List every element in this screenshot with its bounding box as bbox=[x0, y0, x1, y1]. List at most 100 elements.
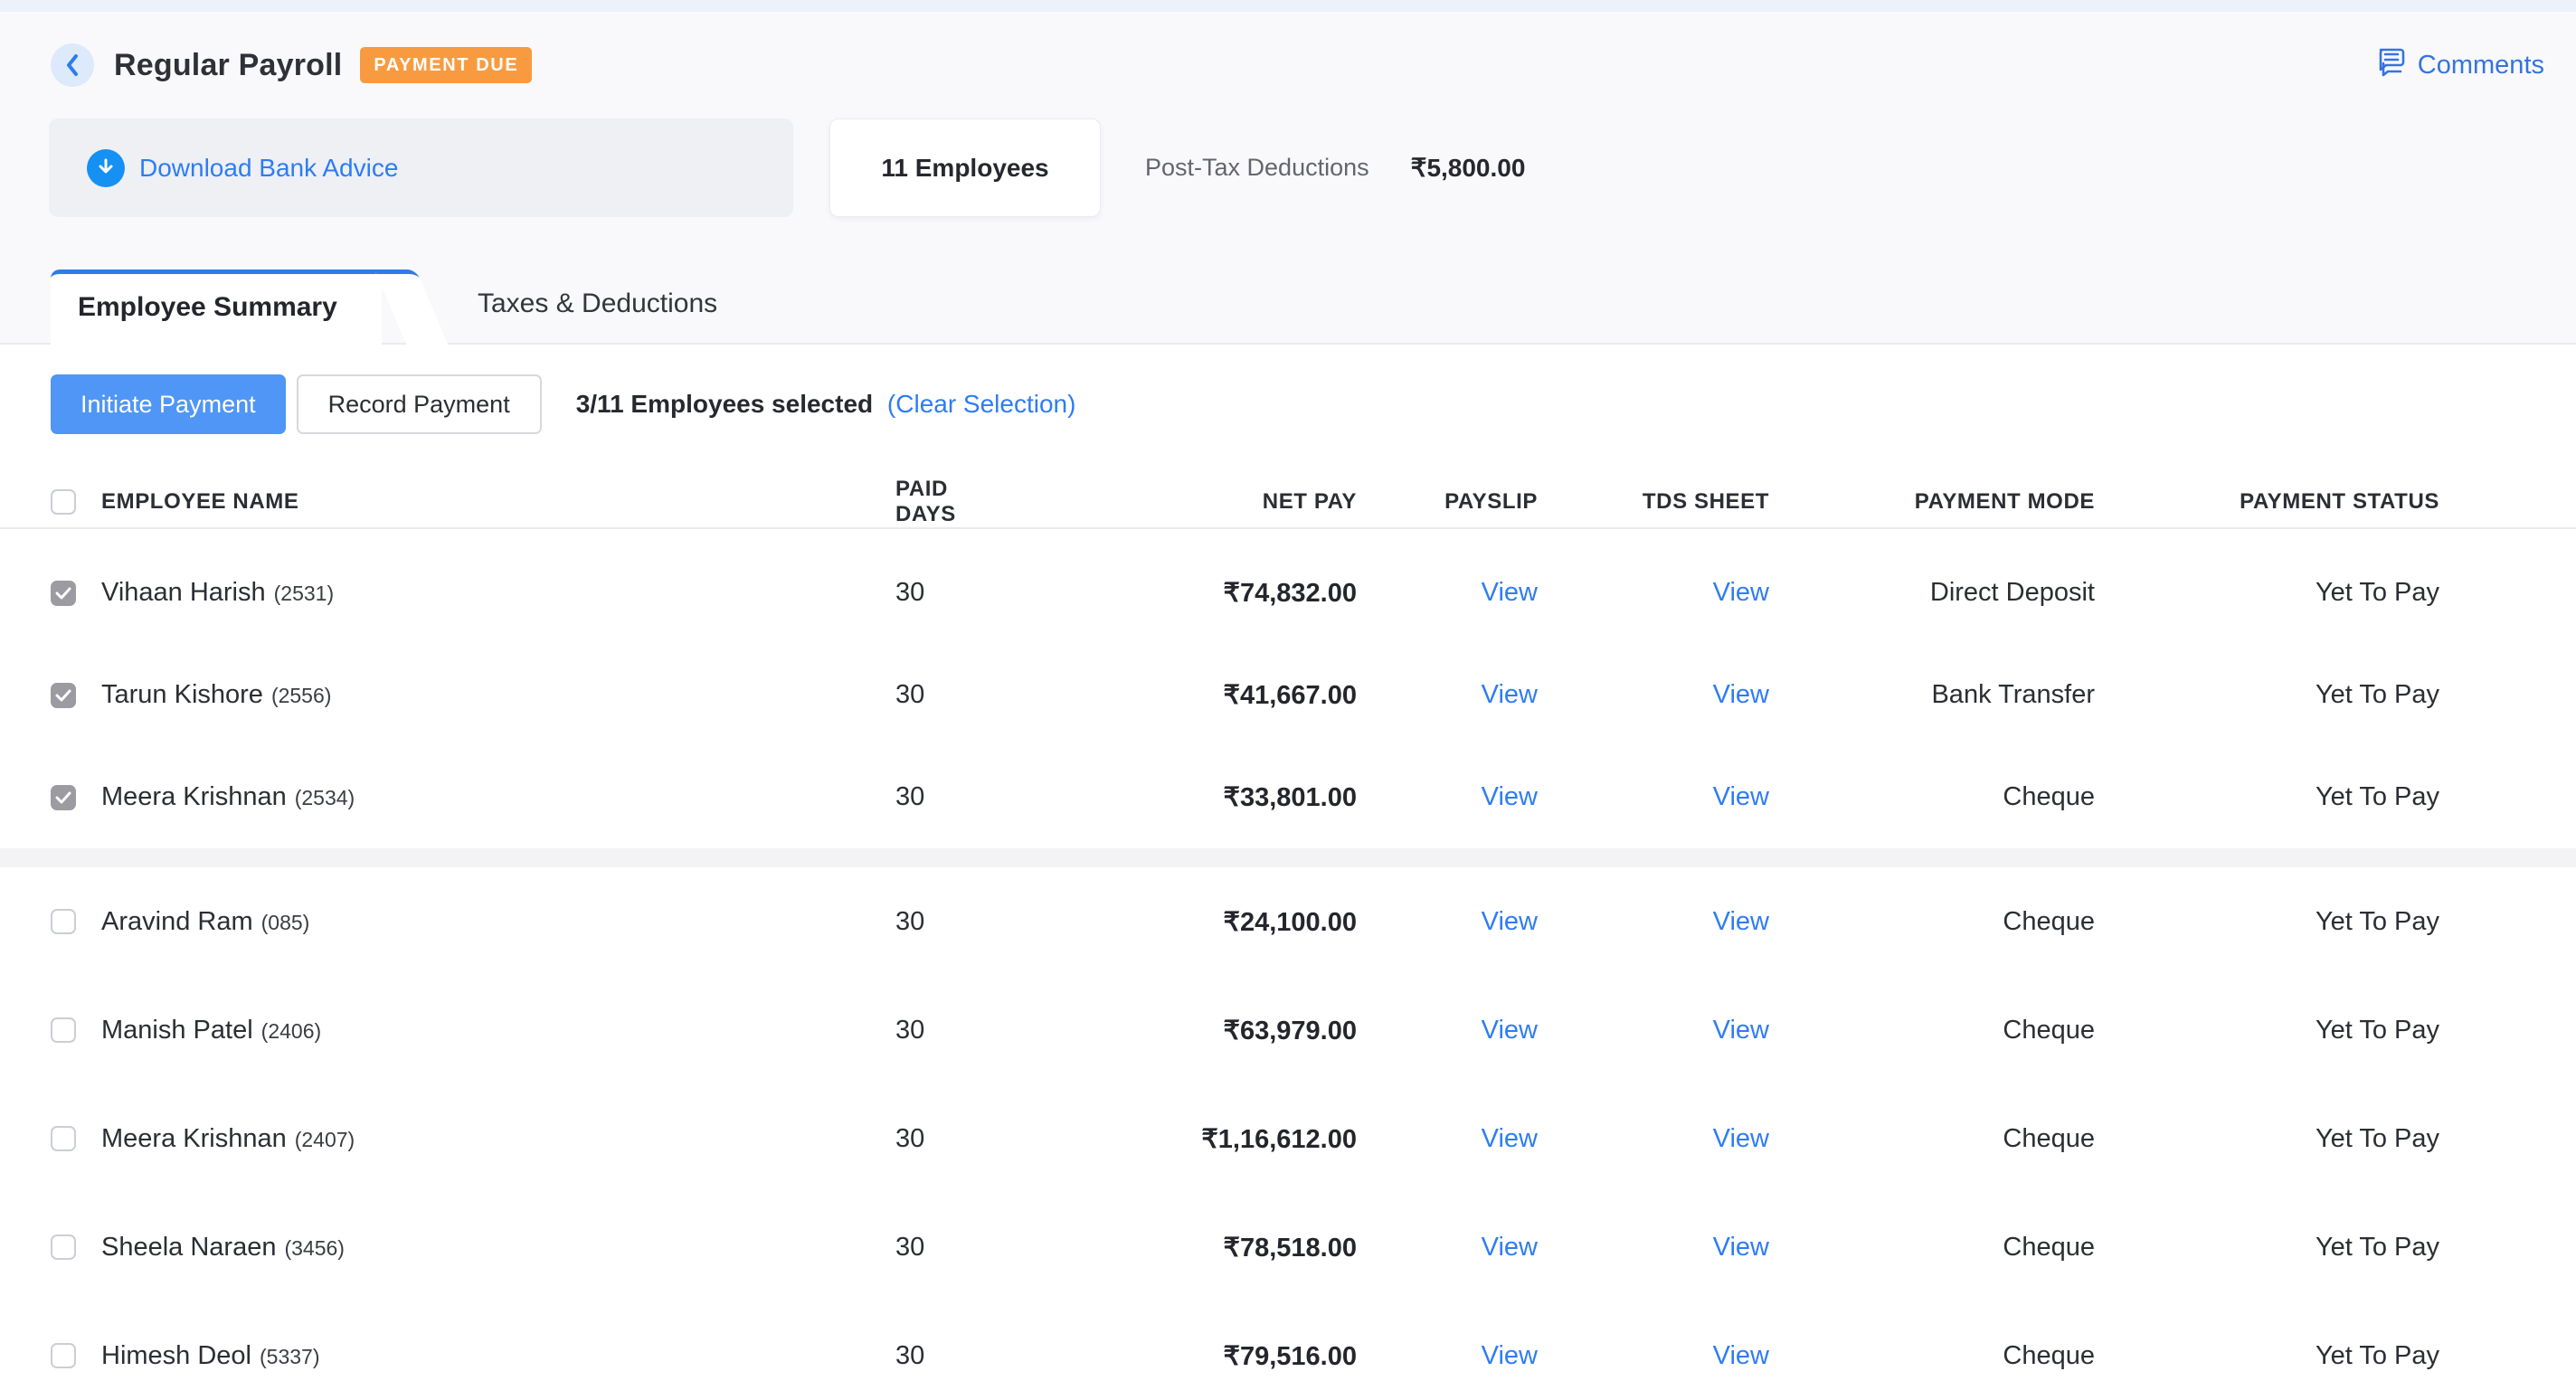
payment-status-cell: Yet To Pay bbox=[2315, 906, 2439, 936]
payslip-view-link[interactable]: View bbox=[1481, 578, 1538, 607]
paid-days-cell: 30 bbox=[895, 680, 925, 709]
selection-info: 3/11 Employees selected (Clear Selection… bbox=[576, 390, 1076, 419]
column-header-tds-sheet: TDS SHEET bbox=[1642, 489, 1769, 514]
tds-sheet-view-link[interactable]: View bbox=[1712, 1340, 1769, 1370]
payment-mode-cell: Cheque bbox=[2003, 1015, 2095, 1045]
tds-sheet-view-link[interactable]: View bbox=[1712, 1232, 1769, 1262]
payslip-view-link[interactable]: View bbox=[1481, 1015, 1538, 1045]
employee-id: (5337) bbox=[260, 1344, 320, 1368]
employee-id: (2531) bbox=[273, 582, 335, 605]
payment-status-cell: Yet To Pay bbox=[2315, 1123, 2439, 1153]
paid-days-cell: 30 bbox=[895, 1340, 925, 1370]
payment-status-cell: Yet To Pay bbox=[2315, 1232, 2439, 1262]
tds-sheet-view-link[interactable]: View bbox=[1712, 680, 1769, 709]
paid-days-cell: 30 bbox=[895, 1123, 925, 1153]
row-checkbox[interactable] bbox=[51, 784, 76, 810]
tds-sheet-view-link[interactable]: View bbox=[1712, 906, 1769, 936]
employee-name: Aravind Ram bbox=[101, 906, 253, 936]
tab-employee-summary-label: Employee Summary bbox=[78, 292, 337, 322]
row-checkbox[interactable] bbox=[51, 1017, 76, 1043]
employee-count-label: 11 Employees bbox=[881, 153, 1049, 182]
payslip-view-link[interactable]: View bbox=[1481, 1232, 1538, 1262]
employee-name-cell: Aravind Ram (085) bbox=[76, 907, 870, 937]
record-payment-button[interactable]: Record Payment bbox=[296, 374, 542, 434]
employee-name: Meera Krishnan bbox=[101, 782, 287, 811]
employee-name-cell: Sheela Naraen (3456) bbox=[76, 1233, 870, 1263]
payment-mode-cell: Cheque bbox=[2003, 906, 2095, 936]
payment-status-cell: Yet To Pay bbox=[2315, 1340, 2439, 1370]
employee-id: (085) bbox=[260, 910, 310, 934]
tab-bar: Employee Summary Taxes & Deductions bbox=[0, 217, 2576, 345]
page-top-region: Regular Payroll PAYMENT DUE Comments Dow… bbox=[0, 0, 2576, 345]
status-badge: PAYMENT DUE bbox=[360, 47, 533, 83]
net-pay-cell: ₹79,516.00 bbox=[1223, 1341, 1357, 1371]
tab-employee-summary[interactable]: Employee Summary bbox=[51, 270, 382, 345]
initiate-payment-button[interactable]: Initiate Payment bbox=[51, 374, 286, 434]
payslip-view-link[interactable]: View bbox=[1481, 1123, 1538, 1153]
employee-id: (3456) bbox=[284, 1235, 345, 1260]
payment-status-cell: Yet To Pay bbox=[2315, 578, 2439, 607]
net-pay-cell: ₹33,801.00 bbox=[1223, 783, 1357, 812]
net-pay-cell: ₹78,518.00 bbox=[1223, 1233, 1357, 1263]
download-bank-advice-label: Download Bank Advice bbox=[139, 153, 399, 182]
column-header-payslip: PAYSLIP bbox=[1444, 489, 1538, 514]
employee-id: (2556) bbox=[270, 684, 332, 707]
column-header-net-pay: NET PAY bbox=[1262, 489, 1357, 514]
payment-mode-cell: Cheque bbox=[2003, 1340, 2095, 1370]
payslip-view-link[interactable]: View bbox=[1481, 1340, 1538, 1370]
employee-name-cell: Manish Patel (2406) bbox=[76, 1016, 870, 1045]
row-checkbox[interactable] bbox=[51, 1343, 76, 1368]
employee-name-cell: Himesh Deol (5337) bbox=[76, 1341, 870, 1371]
payment-mode-cell: Cheque bbox=[2003, 1123, 2095, 1153]
employee-name-cell: Meera Krishnan (2534) bbox=[76, 782, 870, 812]
row-checkbox[interactable] bbox=[51, 580, 76, 606]
payslip-view-link[interactable]: View bbox=[1481, 906, 1538, 936]
employee-id: (2406) bbox=[260, 1018, 322, 1043]
row-checkbox[interactable] bbox=[51, 909, 76, 934]
row-checkbox[interactable] bbox=[51, 1126, 76, 1151]
net-pay-cell: ₹74,832.00 bbox=[1223, 579, 1357, 608]
column-header-employee-name: EMPLOYEE NAME bbox=[101, 489, 299, 514]
net-pay-cell: ₹1,16,612.00 bbox=[1201, 1124, 1357, 1154]
tds-sheet-view-link[interactable]: View bbox=[1712, 1123, 1769, 1153]
table-row: Tarun Kishore (2556) 30 ₹41,667.00 View V… bbox=[0, 644, 2576, 746]
selection-count-text: 3/11 Employees selected bbox=[575, 390, 874, 418]
column-header-payment-status: PAYMENT STATUS bbox=[2240, 489, 2439, 514]
tab-taxes-deductions[interactable]: Taxes & Deductions bbox=[459, 268, 735, 343]
employee-id: (2407) bbox=[294, 1127, 355, 1151]
post-tax-value: ₹5,800.00 bbox=[1410, 154, 1526, 182]
employee-name-cell: Tarun Kishore (2556) bbox=[76, 680, 870, 710]
payslip-view-link[interactable]: View bbox=[1481, 782, 1538, 811]
employee-name-cell: Vihaan Harish (2531) bbox=[76, 578, 870, 608]
selected-rows-group: Vihaan Harish (2531) 30 ₹74,832.00 View V… bbox=[0, 529, 2576, 848]
table-row: Meera Krishnan (2534) 30 ₹33,801.00 View … bbox=[0, 746, 2576, 848]
payment-mode-cell: Cheque bbox=[2003, 782, 2095, 811]
select-all-checkbox[interactable] bbox=[51, 489, 76, 515]
employee-name: Sheela Naraen bbox=[101, 1232, 277, 1262]
clear-selection-link[interactable]: (Clear Selection) bbox=[886, 390, 1076, 418]
tds-sheet-view-link[interactable]: View bbox=[1712, 782, 1769, 811]
column-header-paid-days: PAID DAYS bbox=[895, 477, 956, 526]
download-bank-advice-button[interactable]: Download Bank Advice bbox=[49, 118, 793, 217]
main-content: Initiate Payment Record Payment 3/11 Emp… bbox=[0, 374, 2576, 1400]
employee-count-card[interactable]: 11 Employees bbox=[829, 118, 1101, 217]
row-checkbox[interactable] bbox=[51, 1234, 76, 1260]
tds-sheet-view-link[interactable]: View bbox=[1712, 578, 1769, 607]
chevron-left-icon bbox=[63, 52, 81, 78]
download-icon bbox=[87, 148, 125, 187]
payment-status-cell: Yet To Pay bbox=[2315, 1015, 2439, 1045]
paid-days-cell: 30 bbox=[895, 1015, 925, 1045]
tds-sheet-view-link[interactable]: View bbox=[1712, 1015, 1769, 1045]
employee-name: Meera Krishnan bbox=[101, 1123, 287, 1153]
back-button[interactable] bbox=[51, 43, 94, 87]
payslip-view-link[interactable]: View bbox=[1481, 680, 1538, 709]
table-row: Meera Krishnan (2407) 30 ₹1,16,612.00 Vie… bbox=[0, 1084, 2576, 1193]
payment-status-cell: Yet To Pay bbox=[2315, 680, 2439, 709]
comments-button[interactable]: Comments bbox=[2376, 46, 2544, 84]
summary-cards-row: Download Bank Advice 11 Employees Post-T… bbox=[49, 118, 2576, 217]
comments-icon bbox=[2376, 46, 2409, 84]
post-tax-label: Post-Tax Deductions bbox=[1145, 154, 1369, 181]
row-checkbox[interactable] bbox=[51, 682, 76, 708]
employee-table: EMPLOYEE NAME PAID DAYS NET PAY PAYSLIP … bbox=[0, 477, 2576, 1400]
table-row: Sheela Naraen (3456) 30 ₹78,518.00 View V… bbox=[0, 1193, 2576, 1301]
